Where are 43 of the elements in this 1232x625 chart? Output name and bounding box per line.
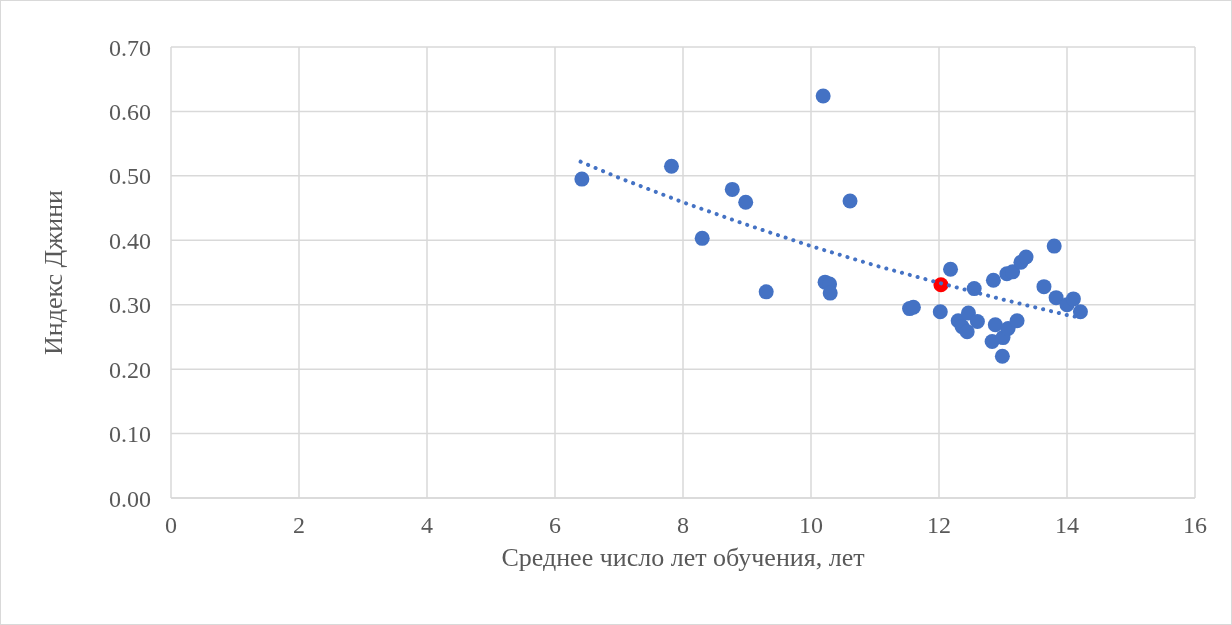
point <box>932 304 948 320</box>
x-tick-label: 10 <box>799 512 823 539</box>
point <box>694 230 710 246</box>
y-tick-label: 0.20 <box>109 356 151 383</box>
point <box>815 88 831 104</box>
x-tick-label: 14 <box>1055 512 1079 539</box>
point <box>1018 249 1034 265</box>
point <box>987 317 1003 333</box>
point <box>959 324 975 340</box>
y-tick-label: 0.60 <box>109 98 151 125</box>
x-tick-label: 8 <box>677 512 689 539</box>
point <box>985 272 1001 288</box>
point <box>842 193 858 209</box>
y-tick-label: 0.00 <box>109 485 151 512</box>
point <box>758 284 774 300</box>
point <box>1048 290 1064 306</box>
x-tick-label: 12 <box>927 512 951 539</box>
point <box>1065 291 1081 307</box>
point <box>1005 264 1021 280</box>
x-tick-label: 6 <box>549 512 561 539</box>
point <box>1072 304 1088 320</box>
point <box>1009 313 1025 329</box>
y-tick-label: 0.40 <box>109 227 151 254</box>
point <box>738 194 754 210</box>
x-tick-label: 2 <box>293 512 305 539</box>
x-axis-title: Среднее число лет обучения, лет <box>501 543 865 572</box>
y-tick-label: 0.70 <box>109 34 151 61</box>
point <box>1046 238 1062 254</box>
y-tick-label: 0.50 <box>109 163 151 190</box>
point <box>943 261 959 277</box>
point <box>966 281 982 297</box>
point <box>994 348 1010 364</box>
point <box>724 181 740 197</box>
y-axis-title: Индекс Джини <box>39 189 69 355</box>
point <box>969 313 985 329</box>
x-tick-label: 16 <box>1183 512 1207 539</box>
y-tick-label: 0.30 <box>109 292 151 319</box>
point <box>1036 279 1052 295</box>
point <box>574 171 590 187</box>
point <box>663 158 679 174</box>
x-tick-label: 4 <box>421 512 433 539</box>
y-tick-label: 0.10 <box>109 421 151 448</box>
x-tick-label: 0 <box>165 512 177 539</box>
